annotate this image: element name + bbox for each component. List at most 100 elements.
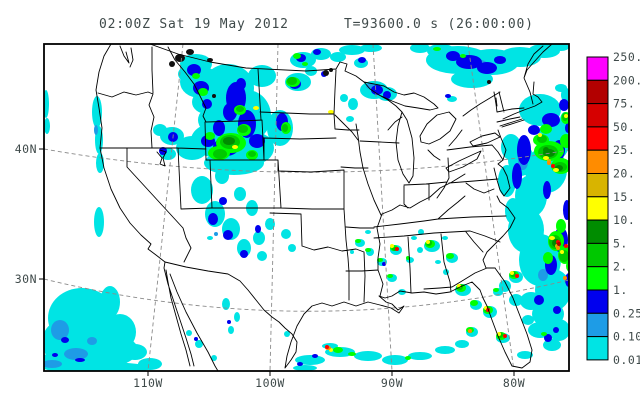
pacific-coastline (95, 44, 219, 371)
precip-blob-blue (213, 120, 225, 136)
colorbar-level-label: 5. (613, 236, 628, 250)
precip-blob-red (325, 345, 329, 349)
precip-blob-cyan (455, 340, 469, 348)
geography-borders (95, 44, 553, 371)
precip-blob-cyan (138, 358, 162, 370)
precip-blob-cyan (295, 355, 325, 365)
precip-blob-blue (383, 91, 391, 99)
precip-blob-yellow (510, 271, 514, 275)
precip-blob-cyan (340, 94, 348, 102)
precip-blob-cyan (228, 326, 234, 334)
colorbar-cell-15. (586, 196, 609, 221)
precip-blob-blue (75, 358, 85, 362)
precip-blob-cyan (408, 352, 432, 360)
precip-blob-blue (312, 354, 318, 358)
precip-blob-cyan (398, 289, 406, 295)
precip-blob-lime (192, 73, 200, 79)
precip-blob-cyan (234, 187, 246, 201)
precip-blob-cyan (417, 247, 423, 253)
precip-blob-orange (468, 329, 472, 333)
precip-blob-black (169, 61, 175, 67)
precip-blob-cyan (354, 351, 382, 361)
precip-blob-cyan (100, 286, 120, 318)
precip-blob-cyan (94, 207, 104, 237)
colorbar-cell-50. (586, 126, 609, 151)
precip-blob-cyan (365, 230, 371, 234)
precip-blob-cyan (288, 244, 296, 252)
colorbar-cell-0.25 (586, 312, 609, 338)
precip-blob-black (487, 80, 491, 84)
precip-blob-cyan (92, 96, 102, 128)
precip-blob-cyan (186, 330, 192, 336)
precip-blob-lime (543, 252, 553, 264)
precip-blob-blue (202, 99, 212, 109)
precip-blob-cyan (540, 44, 556, 49)
atlantic-gulf-coastline (164, 81, 543, 369)
precip-blob-lime (560, 134, 569, 148)
colorbar-cell-200. (586, 79, 609, 105)
precip-blob-cyan (451, 70, 493, 88)
precip-blob-cyan (222, 298, 230, 310)
precip-blob-lime (566, 260, 569, 272)
precip-blob-yellow (390, 244, 394, 248)
precip-blob-green (236, 106, 244, 112)
precip-blob-black (329, 68, 333, 72)
precip-blob-sky (64, 348, 88, 360)
precip-blob-cyan (50, 362, 150, 371)
precip-blob-blue (371, 85, 383, 95)
colorbar-level-label: 1. (613, 283, 628, 297)
precip-blob-blue (494, 56, 506, 64)
colorbar-level-label: 0.25 (613, 306, 640, 320)
precip-blob-cyan (211, 355, 217, 361)
colorbar-level-label: 0.10 (613, 330, 640, 344)
precip-blob-lime (205, 132, 215, 140)
colorbar-level-label: 10. (613, 213, 635, 227)
colorbar-cell-20. (586, 173, 609, 198)
colorbar-cell-10. (586, 219, 609, 244)
precip-blob-cyan (543, 339, 561, 351)
precipitation-field (44, 44, 569, 371)
precip-blob-yellow (426, 240, 430, 244)
precip-blob-cyan (501, 134, 521, 160)
map-frame (43, 43, 570, 372)
precip-blob-yellow (543, 156, 549, 160)
precip-blob-orange (563, 276, 567, 280)
precip-blob-blue (382, 262, 386, 266)
precip-blob-cyan (284, 331, 290, 337)
precip-blob-blue (255, 225, 261, 233)
gridline-meridian-80W (467, 44, 515, 371)
colorbar-level-label: 200. (613, 73, 640, 87)
precip-blob-blue (477, 62, 497, 74)
precip-blob-yellow (538, 133, 542, 137)
precip-blob-red (564, 244, 568, 248)
colorbar-level-label: 2. (613, 260, 628, 274)
precip-blob-blue (223, 230, 233, 240)
lon-label-100W: 100W (255, 376, 285, 390)
precip-blob-cyan (555, 84, 567, 92)
precip-blob-cyan (253, 231, 265, 245)
precip-blob-cyan (339, 45, 365, 55)
precip-blob-blue (61, 337, 69, 343)
precip-blob-blue (219, 197, 227, 205)
precip-blob-cyan (435, 260, 441, 264)
precip-blob-blue (456, 55, 482, 69)
precip-blob-dred (557, 242, 561, 246)
precip-blob-blue (534, 295, 544, 305)
precip-blob-cyan (553, 44, 569, 51)
colorbar-level-label: 250. (613, 50, 640, 64)
latlon-gridlines (44, 44, 569, 371)
colorbar-cell-250. (586, 56, 609, 81)
great-lakes (363, 81, 501, 184)
precip-blob-blue (542, 113, 560, 127)
precip-blob-blue (517, 135, 531, 165)
gridline-meridian-110W (147, 44, 184, 371)
precip-blob-blue (528, 125, 540, 135)
precip-blob-blue (240, 250, 248, 258)
lat-label-40N: 40N (15, 142, 37, 156)
colorbar-level-label: 25. (613, 143, 635, 157)
precip-blob-cyan (104, 314, 136, 350)
precip-blob-yellow (560, 250, 564, 254)
precip-blob-sky (87, 337, 97, 345)
precip-blob-black (212, 94, 216, 98)
